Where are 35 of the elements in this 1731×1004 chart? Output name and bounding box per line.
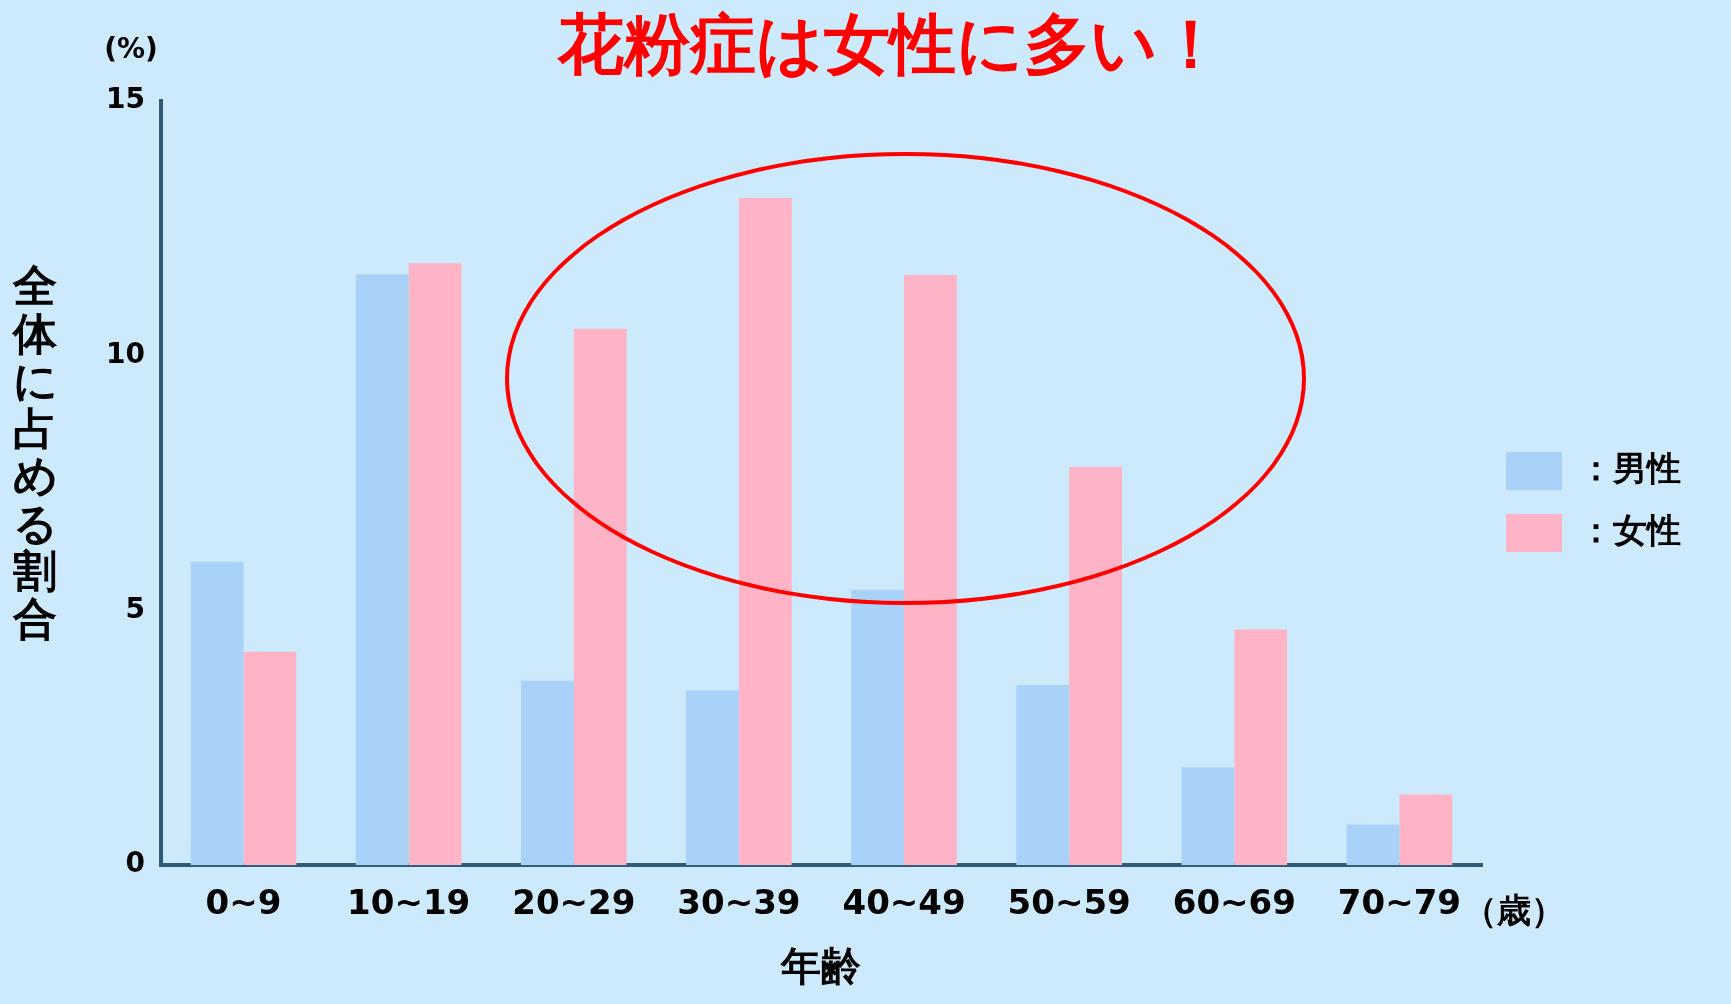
bar <box>190 561 244 866</box>
bar <box>1346 824 1400 866</box>
bar <box>904 274 957 866</box>
x-tick-label: 60~69 <box>1172 882 1296 923</box>
bar <box>1069 466 1123 866</box>
y-tick-label: 10 <box>106 337 145 371</box>
bar <box>851 589 905 866</box>
text: （歳） <box>1462 890 1565 931</box>
chart-title: 花粉症は女性に多い！ <box>555 5 1224 83</box>
y-axis-title: 全体に占める割合 <box>12 260 58 644</box>
x-tick-label: 20~29 <box>512 882 636 923</box>
x-axis-title: 年齢 <box>780 943 862 990</box>
y-tick-label: 5 <box>125 591 145 625</box>
text: (%) <box>104 32 158 66</box>
x-tick-label: 50~59 <box>1007 882 1131 923</box>
x-tick-label: 0~9 <box>205 882 282 923</box>
bar <box>1016 684 1070 866</box>
bar <box>243 651 297 866</box>
x-tick-label: 10~19 <box>347 882 471 923</box>
bar <box>355 274 409 866</box>
legend-label: ：女性 <box>1579 509 1681 550</box>
bar <box>1399 794 1453 866</box>
x-tick-label: 30~39 <box>677 882 801 923</box>
y-tick-label: 15 <box>106 82 145 116</box>
y-tick-label: 0 <box>125 846 145 880</box>
bar <box>1234 629 1288 866</box>
bar <box>408 263 462 866</box>
bar <box>1181 767 1235 866</box>
bar <box>573 328 627 866</box>
bar <box>520 680 574 866</box>
x-tick-label: 40~49 <box>842 882 966 923</box>
bar <box>738 197 792 866</box>
bar <box>686 690 739 866</box>
legend-label: ：男性 <box>1579 447 1681 488</box>
x-tick-label: 70~79 <box>1337 882 1461 923</box>
